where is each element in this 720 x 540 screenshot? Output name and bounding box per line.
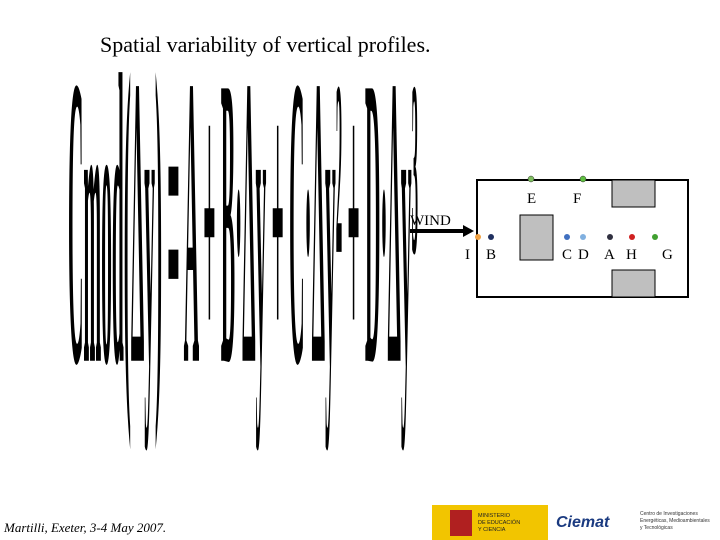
ciemat-text: Energéticas, Medioambientales: [640, 518, 710, 524]
slide-title: Spatial variability of vertical profiles…: [100, 32, 431, 57]
sensor-dot: [579, 175, 587, 183]
building: [611, 269, 656, 298]
wind-label: WIND: [410, 213, 451, 229]
sensor-label: D: [578, 247, 589, 263]
wind-arrow-head: [463, 225, 474, 237]
ministry-text: MINISTERIO: [478, 513, 511, 519]
formula: Cmod(Δy) = A + B·Δy + C·Δy² + D·Δy³: [68, 0, 418, 452]
sensor-label: I: [465, 247, 470, 263]
sensor-label: H: [626, 247, 637, 263]
sensor-label: B: [486, 247, 496, 263]
sensor-label: G: [662, 247, 673, 263]
sensor-dot: [629, 234, 635, 240]
ministry-text: DE EDUCACIÓN: [478, 519, 520, 526]
sensor-label: C: [562, 247, 572, 263]
footer-author: Martilli, Exeter, 3-4 May 2007.: [3, 520, 166, 535]
sensor-dot: [580, 234, 586, 240]
sensor-dot: [564, 234, 570, 240]
ministry-text: Y CIENCIA: [478, 527, 506, 533]
sensor-label: F: [573, 191, 581, 207]
sensor-label: A: [604, 247, 615, 263]
ministry-emblem: [450, 510, 472, 536]
sensor-label: E: [527, 191, 536, 207]
ciemat-logo: [553, 505, 720, 540]
sensor-dot: [607, 234, 613, 240]
sensor-dot: [527, 175, 535, 183]
sensor-dot: [475, 234, 481, 240]
formula-group: Cmod(Δy) = A + B·Δy + C·Δy² + D·Δy³: [68, 0, 418, 452]
ciemat-wordmark: Ciemat: [556, 514, 610, 531]
building: [611, 179, 656, 208]
ciemat-text: y Tecnológicas: [640, 525, 673, 531]
sensor-dot: [652, 234, 658, 240]
ciemat-text: Centro de Investigaciones: [640, 511, 698, 517]
sensor-dot: [488, 234, 494, 240]
building: [519, 214, 554, 261]
